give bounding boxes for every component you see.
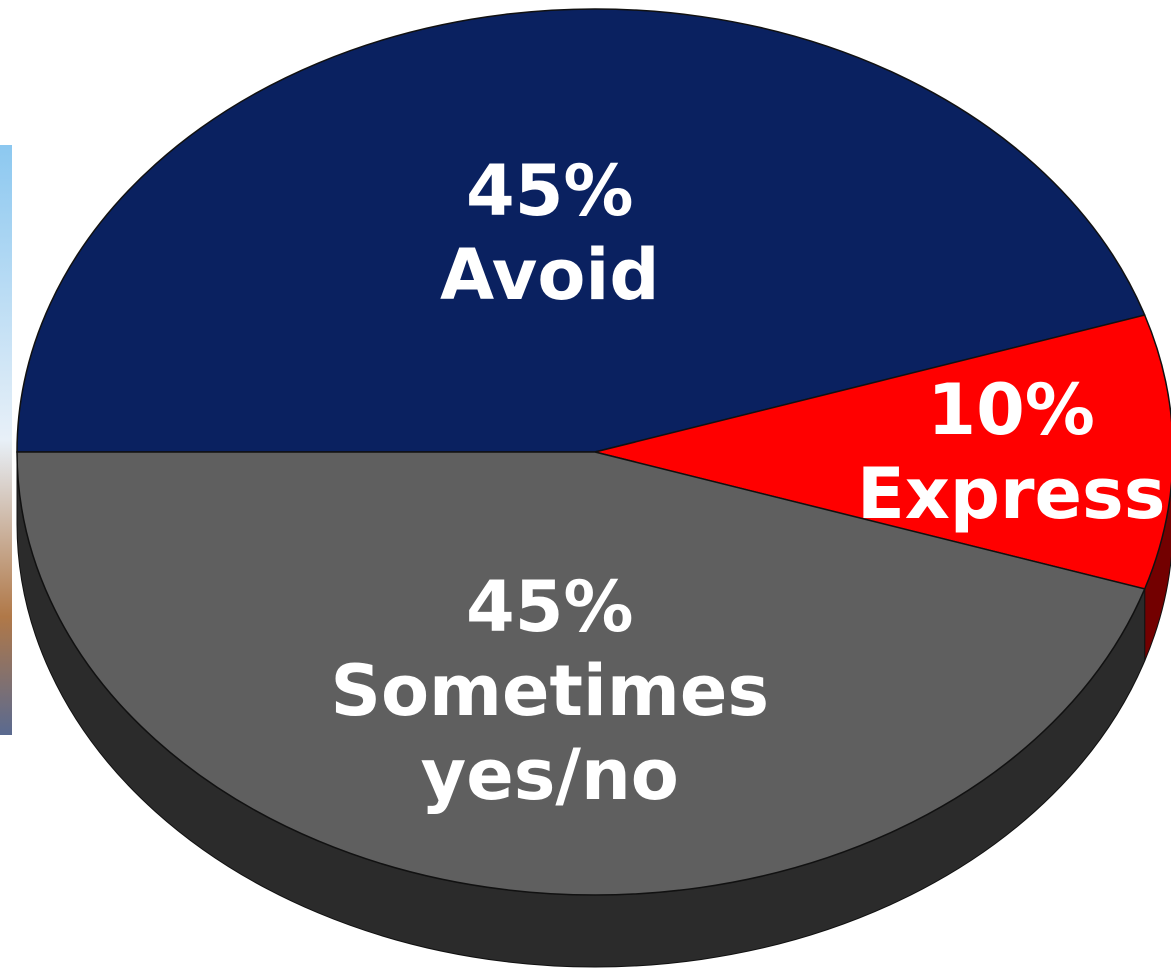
value-label: 45% [466, 150, 634, 233]
background-image-edge [0, 145, 12, 735]
slice-label: 45% Avoid [290, 149, 810, 317]
value-label: 10% [927, 369, 1095, 451]
slice [16, 451, 1146, 896]
category-label: Sometimes yes/no [330, 649, 770, 816]
category-label: Express [856, 453, 1166, 535]
slice [16, 8, 1146, 453]
slice-label: 45% Sometimes yes/no [290, 565, 810, 817]
category-label: Avoid [440, 234, 660, 317]
value-label: 45% [466, 565, 634, 648]
slice-label: 10% Express [831, 368, 1171, 536]
slice [594, 314, 1171, 590]
